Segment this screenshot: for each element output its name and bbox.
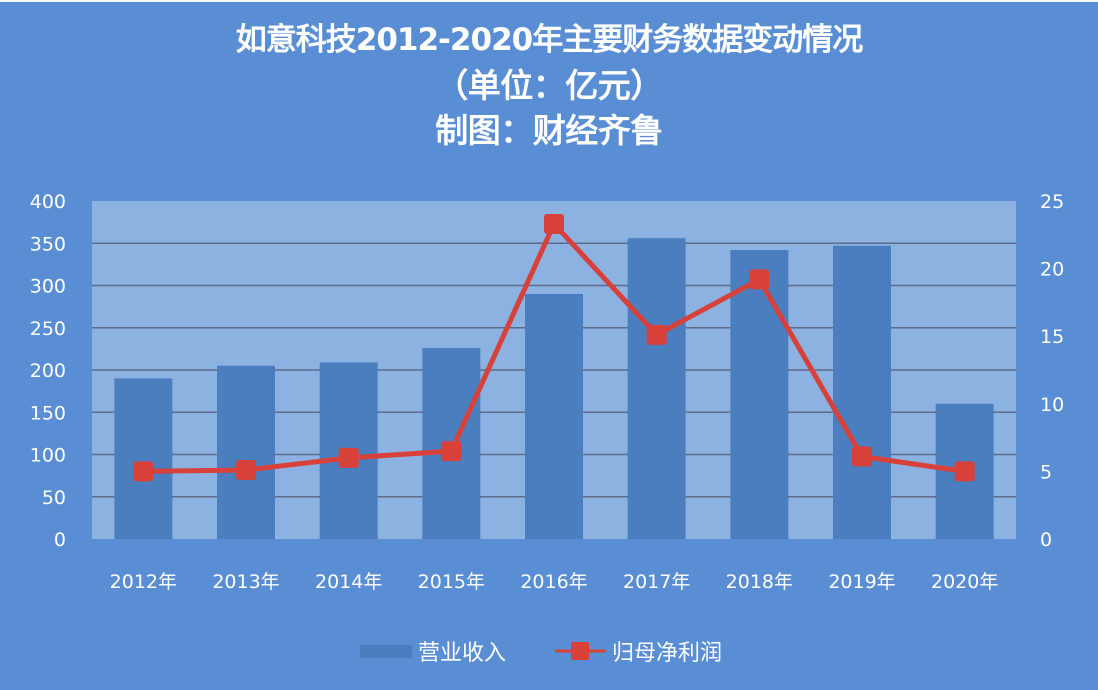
x-axis-category-label: 2015年 [418,571,485,593]
right-y-axis: 0 5 10 15 20 25 [1040,191,1064,551]
x-axis-category-label: 2012年 [110,571,177,593]
x-axis-category-label: 2016年 [520,571,587,593]
profit-marker-square-icon [544,213,564,234]
profit-marker-square-icon [236,460,256,481]
right-axis-tick-label: 25 [1040,191,1064,213]
x-axis-category-label: 2017年 [623,571,690,593]
right-axis-tick-label: 15 [1040,326,1064,348]
revenue-bar [627,238,686,539]
chart-credit: 制图：财经齐鲁 [435,111,663,150]
x-axis-category-label: 2020年 [931,571,998,593]
revenue-bar [525,293,583,539]
left-axis-tick-label: 0 [54,529,66,551]
revenue-bar [114,378,173,539]
legend-marker-square-icon [571,642,589,660]
x-axis-category-label: 2018年 [726,571,793,593]
x-axis-category-label: 2019年 [828,571,895,593]
left-y-axis: 0 50 100 150 200 250 300 350 400 [30,191,66,551]
x-axis: 2012年 2013年 2014年 2015年 2016年 2017年 2018年 2019年… [110,571,999,593]
profit-marker-square-icon [749,269,770,290]
left-axis-tick-label: 200 [30,360,66,382]
right-axis-tick-label: 10 [1040,394,1064,416]
profit-marker-square-icon [852,446,872,467]
profit-marker-square-icon [954,461,975,482]
right-axis-tick-label: 20 [1040,259,1064,281]
left-axis-tick-label: 100 [30,445,66,467]
profit-marker-square-icon [338,447,359,468]
revenue-bar [833,245,891,539]
left-axis-tick-label: 350 [30,233,66,255]
x-axis-category-label: 2013年 [212,571,279,593]
legend-label-net-profit: 归母净利润 [612,641,722,666]
profit-marker-square-icon [646,324,667,345]
left-axis-tick-label: 400 [30,191,66,213]
left-axis-tick-label: 300 [30,276,66,298]
right-axis-tick-label: 5 [1040,461,1052,483]
net-profit-line [133,213,975,482]
legend-label-revenue: 营业收入 [418,641,506,666]
left-axis-tick-label: 250 [30,318,66,340]
profit-marker-square-icon [441,441,462,462]
profit-marker-square-icon [133,461,154,482]
chart-unit-subtitle: （单位：亿元） [435,66,663,105]
chart-title-block: 如意科技2012-2020年主要财务数据变动情况 （单位：亿元） 制图：财经齐鲁 [0,18,1098,153]
x-axis-category-label: 2014年 [315,571,382,593]
revenue-bar [730,250,789,539]
legend-bar-swatch-icon [360,645,412,658]
top-border-strip [0,0,1098,2]
legend: 营业收入 归母净利润 [360,641,722,666]
chart-title: 如意科技2012-2020年主要财务数据变动情况 [235,22,863,58]
left-axis-tick-label: 50 [42,487,66,509]
left-axis-tick-label: 150 [30,402,66,424]
revenue-bar [217,365,275,539]
right-axis-tick-label: 0 [1040,529,1052,551]
